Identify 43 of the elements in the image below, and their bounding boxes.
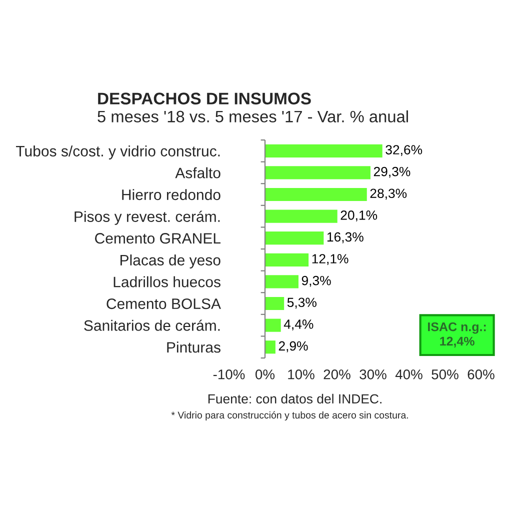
y-tick-label: Asfalto [175,167,220,178]
bar [265,188,367,202]
source-note: Fuente: con datos del INDEC. [208,394,382,404]
text: * Vidrio para construcción y tubos de acero sin costura. [171,411,408,420]
y-tick-label: Placas de yeso [120,254,220,268]
bar [265,340,276,354]
x-tick-label: 20% [324,369,350,380]
chart-title: DESPACHOS DE INSUMOS [98,92,311,104]
y-tick-label: Sanitarios de cerám. [84,320,220,331]
y-tick-label: Pinturas [167,342,220,353]
data-label: 20,1% [340,210,378,222]
y-tick-label: Pisos y revest. cerám. [74,210,220,225]
chart-subtitle: 5 meses '18 vs. 5 meses '17 - Var. % anual [98,110,408,122]
annotation: ISAC n.g.: 12,4% [428,322,486,348]
data-label: 5,3% [287,298,316,309]
data-label: 29,3% [374,166,410,178]
x-tick-label: 10% [288,369,314,380]
x-tick-label: 50% [432,369,458,380]
bar [265,296,284,310]
bar [265,210,338,223]
data-label: 32,6% [386,145,422,156]
x-tick-label: 0% [256,369,275,380]
data-label: 9,3% [302,276,331,287]
bar [265,275,298,288]
data-label: 4,4% [284,320,314,330]
y-tick-label: Tubos s/cost. y vidrio construc. [16,145,220,160]
bar [265,144,382,158]
bar [265,232,324,245]
y-tick-label: Hierro redondo [122,189,220,200]
data-label: 16,3% [327,232,364,244]
data-label: 28,3% [370,188,407,200]
data-label: 12,1% [312,254,348,265]
bar [265,318,281,332]
x-tick-label: 60% [468,369,494,380]
x-tick-label: -10% [213,369,245,380]
y-tick-label: Cemento GRANEL [95,233,221,244]
bar [265,253,309,266]
bar [265,166,370,180]
y-tick-label: Cemento BOLSA [106,298,221,310]
x-tick-label: 40% [395,369,422,380]
x-tick-label: 30% [360,369,386,380]
y-tick-label: Ladrillos huecos [114,276,220,288]
data-label: 2,9% [278,341,308,352]
